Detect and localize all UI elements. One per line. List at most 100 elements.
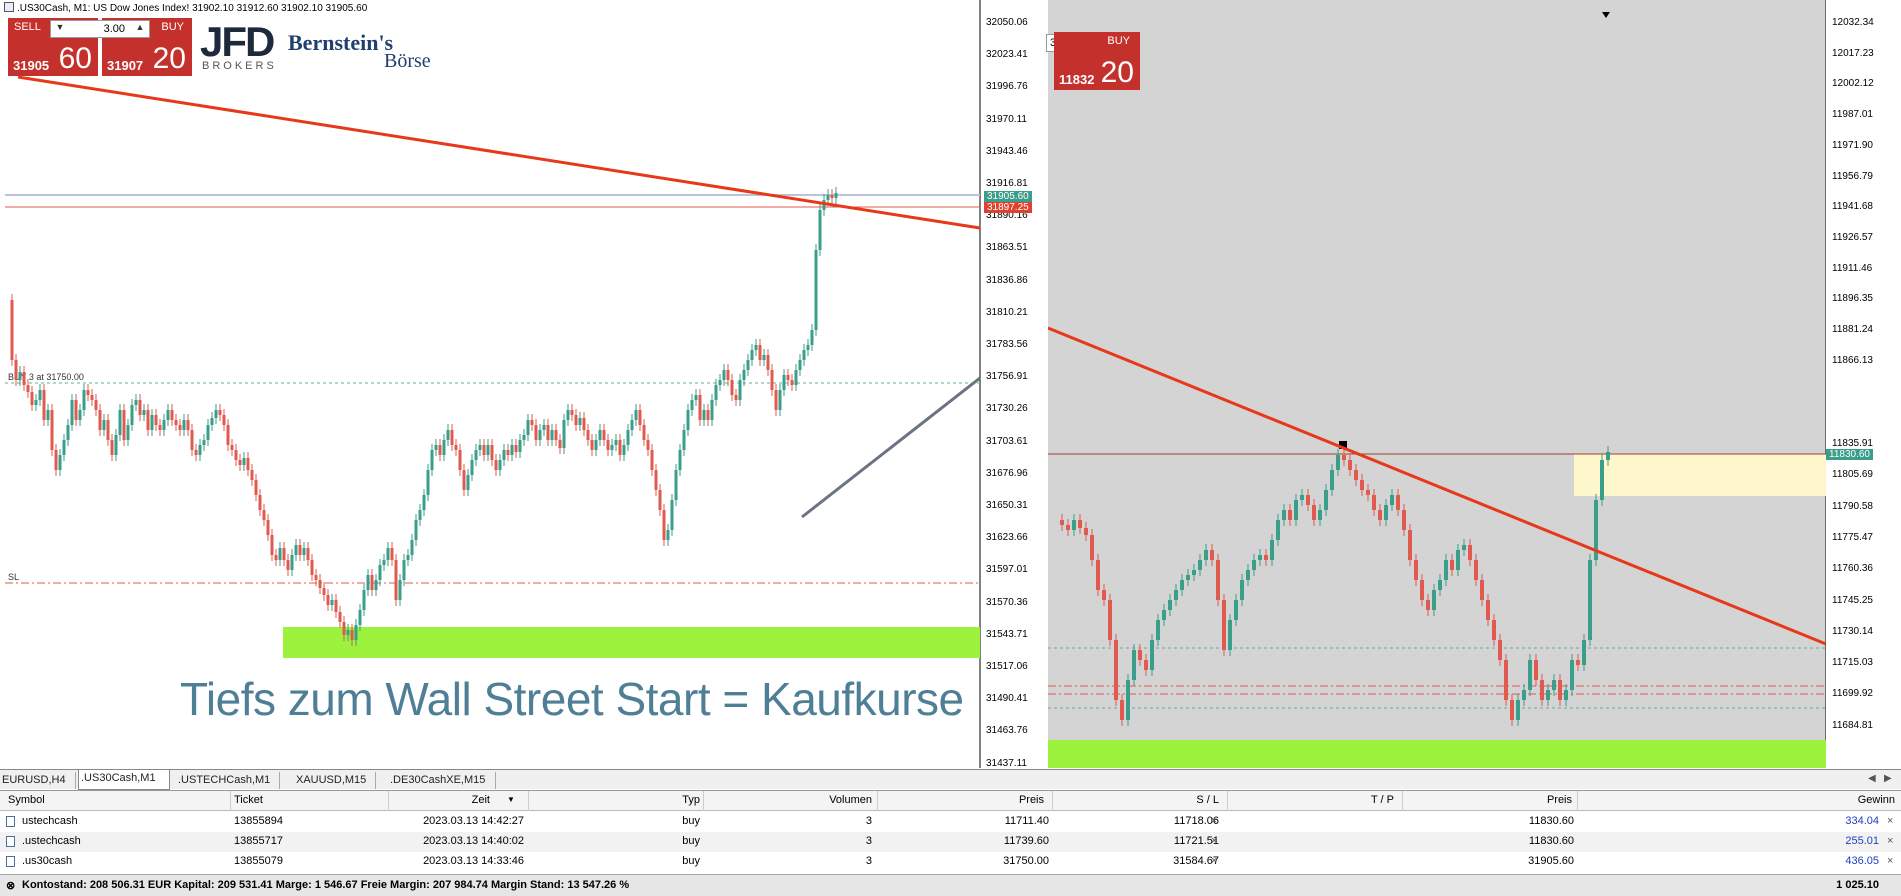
position-icon xyxy=(6,836,15,847)
candle xyxy=(26,385,30,392)
remove-sl-icon[interactable]: × xyxy=(1211,855,1218,867)
close-icon[interactable]: ⊗ xyxy=(6,880,16,892)
col-preis-current[interactable]: Preis xyxy=(1546,794,1572,806)
table-row[interactable]: ustechcash 13855894 2023.03.13 14:42:27 buy… xyxy=(0,812,1901,832)
ustech-price-chart[interactable] xyxy=(1048,0,1901,768)
candle xyxy=(1600,460,1604,500)
table-row[interactable]: .us30cash 13855079 2023.03.13 14:33:46 buy 3… xyxy=(0,852,1901,872)
close-position-icon[interactable]: × xyxy=(1887,815,1894,827)
close-position-icon[interactable]: × xyxy=(1887,855,1894,867)
candle xyxy=(1456,550,1460,570)
tab-eurusd[interactable]: EURUSD,H4 xyxy=(0,772,76,789)
candle xyxy=(1348,460,1352,470)
candle xyxy=(670,500,674,530)
candle xyxy=(1486,600,1490,620)
tab-de30cash[interactable]: .DE30CashXE,M15 xyxy=(388,772,496,789)
candle xyxy=(630,420,634,430)
chevron-up-icon[interactable]: ▲ xyxy=(135,22,145,32)
chevron-down-icon[interactable]: ▼ xyxy=(55,22,65,32)
buy-button[interactable]: BUY 31907 20 xyxy=(102,18,192,76)
candle xyxy=(702,410,706,420)
chart-us30cash[interactable]: .US30Cash, M1: US Dow Jones Index! 31902… xyxy=(0,0,982,768)
remove-sl-icon[interactable]: × xyxy=(1211,835,1218,847)
col-symbol[interactable]: Symbol xyxy=(8,794,45,806)
candle xyxy=(250,470,254,480)
col-ticket[interactable]: Ticket xyxy=(234,794,263,806)
candle xyxy=(530,420,534,425)
candle xyxy=(626,430,630,445)
col-gewinn[interactable]: Gewinn xyxy=(1857,794,1895,806)
candle xyxy=(638,410,642,425)
col-typ[interactable]: Typ xyxy=(682,794,700,806)
buy-button-right[interactable]: BUY 11832 20 xyxy=(1054,32,1140,90)
col-volumen[interactable]: Volumen xyxy=(829,794,872,806)
candle xyxy=(1336,455,1340,470)
candle xyxy=(666,530,670,540)
candle xyxy=(1174,590,1178,600)
col-tp[interactable]: T / P xyxy=(1370,794,1394,806)
candle xyxy=(210,418,214,425)
col-zeit[interactable]: Zeit xyxy=(471,794,490,806)
candle xyxy=(374,580,378,590)
col-sl[interactable]: S / L xyxy=(1196,794,1219,806)
position-icon xyxy=(6,856,15,867)
tab-scroll-right-icon[interactable]: ▶ xyxy=(1884,773,1892,784)
jfd-logo-subtitle: BROKERS xyxy=(202,60,277,72)
candle xyxy=(230,445,234,450)
candle xyxy=(378,565,382,580)
trend-line-red-right xyxy=(1048,326,1827,646)
candle xyxy=(1414,560,1418,580)
candle xyxy=(486,445,490,455)
candle xyxy=(282,548,286,560)
candle xyxy=(1240,580,1244,600)
candle xyxy=(182,420,186,430)
candle xyxy=(582,418,586,430)
candle xyxy=(1384,505,1388,520)
candle xyxy=(734,395,738,400)
left-axis-tick: 31623.66 xyxy=(986,532,1028,544)
right-axis-tick: 11684.81 xyxy=(1832,719,1873,731)
candle xyxy=(1324,490,1328,510)
tab-us30cash[interactable]: .US30Cash,M1 xyxy=(78,770,170,790)
close-position-icon[interactable]: × xyxy=(1887,835,1894,847)
candle xyxy=(146,410,150,430)
candle xyxy=(766,355,770,370)
cell-sl: 11721.51 xyxy=(1173,835,1219,847)
right-axis-tick: 11926.57 xyxy=(1832,231,1873,243)
candle xyxy=(150,415,154,430)
tab-xauusd[interactable]: XAUUSD,M15 xyxy=(294,772,376,789)
tab-scroll-left-icon[interactable]: ◀ xyxy=(1868,773,1876,784)
candle xyxy=(62,440,66,455)
trade-terminal: Symbol Ticket Zeit ▼ Typ Volumen Preis S… xyxy=(0,790,1901,896)
right-axis-tick: 12017.23 xyxy=(1832,47,1874,59)
candle xyxy=(650,450,654,470)
col-preis-open[interactable]: Preis xyxy=(1018,794,1044,806)
candle xyxy=(1156,620,1160,640)
price-axis-left-labels: 32050.06 32023.41 31996.76 31970.11 31943.46… xyxy=(982,0,1048,769)
candle xyxy=(1228,620,1232,650)
left-axis-tick: 31996.76 xyxy=(986,81,1028,93)
tab-ustechcash[interactable]: .USTECHCash,M1 xyxy=(176,772,280,789)
candle xyxy=(418,510,422,520)
left-axis-tick: 31756.91 xyxy=(986,371,1028,383)
candle xyxy=(1144,660,1148,670)
candle xyxy=(526,420,530,435)
account-summary-text: Kontostand: 208 506.31 EUR Kapital: 209 … xyxy=(22,879,630,891)
candle xyxy=(742,370,746,380)
total-profit: 1 025.10 xyxy=(1836,879,1879,891)
candle xyxy=(770,370,774,390)
table-row[interactable]: .ustechcash 13855717 2023.03.13 14:40:02 bu… xyxy=(0,832,1901,852)
candle xyxy=(1294,500,1298,520)
remove-sl-icon[interactable]: × xyxy=(1211,815,1218,827)
us30-price-chart[interactable]: BUY 3 at 31750.00 SL xyxy=(0,0,982,768)
candle xyxy=(158,425,162,430)
candle xyxy=(270,535,274,555)
candle xyxy=(390,548,394,560)
candle xyxy=(598,430,602,440)
chart-ustechcash[interactable] xyxy=(1048,0,1901,768)
candle xyxy=(554,430,558,440)
time-marker xyxy=(1602,12,1610,18)
candle xyxy=(386,548,390,560)
lot-size-input[interactable]: ▼ 3.00 ▲ xyxy=(50,20,150,38)
candle xyxy=(802,350,806,360)
